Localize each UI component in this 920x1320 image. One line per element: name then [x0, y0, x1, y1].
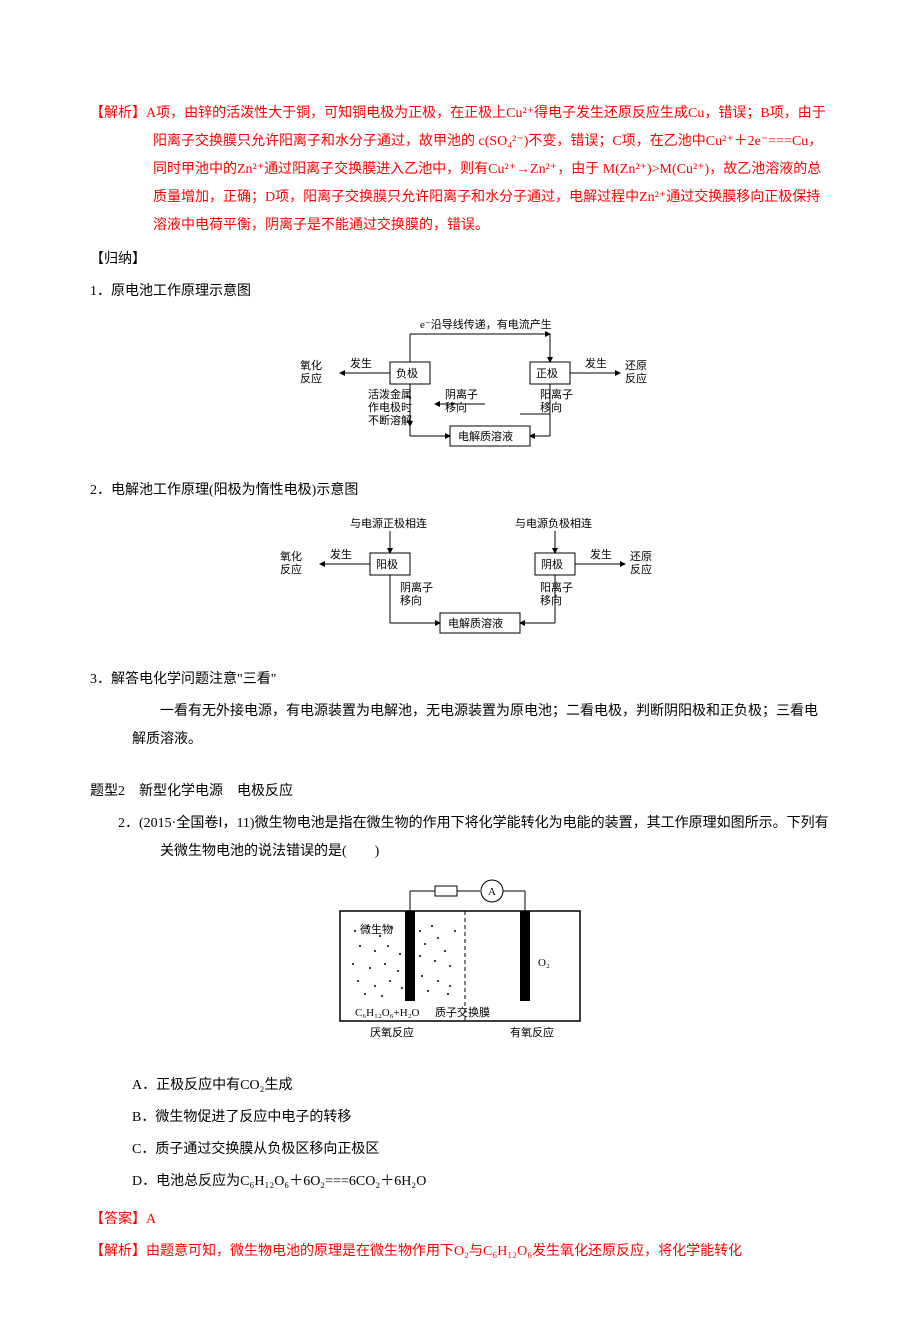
topic2-stem-label: 2．	[118, 816, 139, 831]
d1-lh: 发生	[350, 356, 372, 370]
opt-d: D．电池总反应为C₆H₁₂O₆＋6O₂===6CO₂＋6H₂O	[90, 1168, 830, 1196]
microbial-cell-diagram: A 微生物 O₂ C₆H₁₂O₆+H₂O 质子交换膜 厌氧反应 有氧反应	[320, 876, 600, 1051]
d2-tr: 与电源负极相连	[515, 516, 592, 530]
item3-body: 一看有无外接电源，有电源装置为电解池，无电源装置为原电池；二看电极，判断阴阳极和…	[90, 698, 830, 754]
d1-n3: 不断溶解	[368, 413, 412, 427]
svg-text:氧化: 氧化	[280, 549, 302, 563]
guina-label: 【归纳】	[90, 246, 830, 274]
analysis-1-label: 【解析】	[90, 106, 146, 121]
d1-lrx2: 反应	[300, 371, 322, 385]
d1-elec: 电解质溶液	[458, 429, 513, 443]
fig-left-label: 厌氧反应	[370, 1025, 414, 1039]
svg-text:反应: 反应	[280, 562, 302, 576]
d1-lrx1: 氧化	[300, 358, 322, 372]
fig-o2: O₂	[538, 957, 550, 969]
d1-anion2: 移向	[445, 400, 467, 414]
d1-pos: 正极	[536, 366, 558, 380]
d2-tl: 与电源正极相连	[350, 516, 427, 530]
d1-neg: 负极	[396, 366, 418, 380]
topic2-stem: 2．(2015·全国卷Ⅰ，11)微生物电池是指在微生物的作用下将化学能转化为电能…	[118, 810, 830, 866]
d2-elec: 电解质溶液	[448, 616, 503, 630]
fig-meter: A	[488, 886, 496, 898]
answer-2-label: 【答案】	[90, 1212, 146, 1227]
d1-top: e⁻沿导线传递，有电流产生	[420, 317, 552, 331]
opt-b: B．微生物促进了反应中电子的转移	[90, 1104, 830, 1132]
opt-a: A．正极反应中有CO₂生成	[90, 1072, 830, 1100]
d1-rh: 发生	[585, 356, 607, 370]
analysis-2-label: 【解析】	[90, 1244, 146, 1259]
fig-membrane: 质子交换膜	[435, 1005, 490, 1019]
d1-rrx1: 还原	[625, 359, 647, 372]
d2-lh: 发生	[330, 547, 352, 561]
topic2-stem-text: (2015·全国卷Ⅰ，11)微生物电池是指在微生物的作用下将化学能转化为电能的装…	[139, 816, 829, 859]
d1-n2: 作电极时	[368, 400, 412, 414]
d1-anion: 阴离子	[445, 387, 478, 401]
fig-microbe: 微生物	[360, 922, 393, 936]
d1-cation: 阳离子	[540, 387, 573, 401]
fig-right-label: 有氧反应	[510, 1025, 554, 1039]
analysis-1: 【解析】A项，由锌的活泼性大于铜，可知铜电极为正极，在正极上Cu²⁺得电子发生还…	[90, 100, 830, 240]
d2-cation: 阳离子	[540, 580, 573, 594]
d2-anion2: 移向	[400, 593, 422, 607]
topic2-heading: 题型2 新型化学电源 电极反应	[90, 778, 830, 806]
analysis-2-text: 由题意可知，微生物电池的原理是在微生物作用下O₂与C₆H₁₂O₆发生氧化还原反应…	[146, 1244, 742, 1259]
d1-n1: 活泼金属	[368, 387, 412, 401]
answer-2: 【答案】A	[90, 1206, 830, 1234]
item3-title: 3．解答电化学问题注意"三看"	[90, 666, 830, 694]
galvanic-cell-diagram: e⁻沿导线传递，有电流产生 负极 正极 发生 氧化 反应 发生 还原 反应 活泼…	[250, 314, 670, 454]
item1-title: 1．原电池工作原理示意图	[90, 278, 830, 306]
topic2-figure: A 微生物 O₂ C₆H₁₂O₆+H₂O 质子交换膜 厌氧反应 有氧反应	[90, 876, 830, 1062]
svg-text:反应: 反应	[630, 562, 652, 576]
diagram-2: 与电源正极相连 与电源负极相连 阳极 阴极 发生 氧化反应 发生 还原反应 阴离…	[90, 513, 830, 654]
fig-formula: C₆H₁₂O₆+H₂O	[355, 1007, 420, 1019]
d2-rh: 发生	[590, 547, 612, 561]
d2-cation2: 移向	[540, 593, 562, 607]
analysis-2: 【解析】由题意可知，微生物电池的原理是在微生物作用下O₂与C₆H₁₂O₆发生氧化…	[90, 1238, 830, 1266]
item2-title: 2．电解池工作原理(阳极为惰性电极)示意图	[90, 477, 830, 505]
diagram-1: e⁻沿导线传递，有电流产生 负极 正极 发生 氧化 反应 发生 还原 反应 活泼…	[90, 314, 830, 465]
d2-cathode: 阴极	[541, 557, 563, 571]
electrolytic-cell-diagram: 与电源正极相连 与电源负极相连 阳极 阴极 发生 氧化反应 发生 还原反应 阴离…	[240, 513, 680, 643]
svg-text:还原: 还原	[630, 550, 652, 563]
d2-anode: 阳极	[376, 557, 398, 571]
d2-anion: 阴离子	[400, 580, 433, 594]
opt-c: C．质子通过交换膜从负极区移向正极区	[90, 1136, 830, 1164]
d1-cation2: 移向	[540, 400, 562, 414]
analysis-1-text: A项，由锌的活泼性大于铜，可知铜电极为正极，在正极上Cu²⁺得电子发生还原反应生…	[146, 106, 826, 233]
answer-2-text: A	[146, 1212, 156, 1227]
d1-rrx2: 反应	[625, 371, 647, 385]
